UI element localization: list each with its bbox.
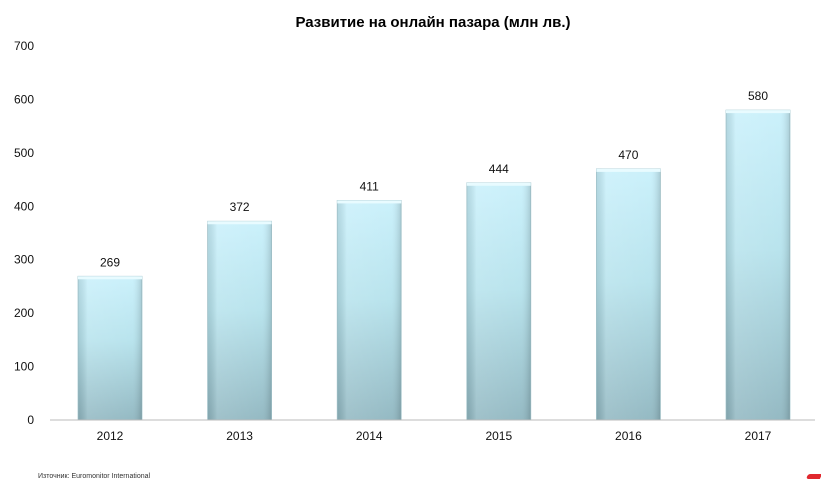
bar-shading xyxy=(726,110,790,420)
y-tick-label: 400 xyxy=(14,199,34,213)
bar-shading xyxy=(337,200,402,420)
bar-cap xyxy=(337,200,402,204)
data-labels: 269 372 411 444 470 580 xyxy=(100,89,768,269)
bar xyxy=(596,168,661,421)
y-tick-label: 600 xyxy=(14,92,34,106)
bar xyxy=(725,109,791,421)
data-label: 470 xyxy=(618,148,638,162)
bar xyxy=(77,275,143,421)
data-label: 444 xyxy=(489,162,509,176)
bar-cap xyxy=(726,110,790,114)
bar-shading xyxy=(207,221,272,420)
bar-cap xyxy=(466,182,531,186)
bar-shading xyxy=(466,182,531,420)
bar xyxy=(207,220,273,421)
y-tick-label: 0 xyxy=(27,413,34,427)
source-note: Източник: Euromonitor International xyxy=(38,473,151,480)
bars xyxy=(77,109,791,421)
data-label: 411 xyxy=(360,179,379,193)
x-tick-label: 2012 xyxy=(97,429,124,443)
x-tick-label: 2016 xyxy=(615,429,642,443)
bar xyxy=(336,200,402,421)
y-tick-label: 200 xyxy=(14,306,34,320)
bar-cap xyxy=(207,221,272,225)
x-tick-label: 2017 xyxy=(745,429,772,443)
data-label: 269 xyxy=(100,255,120,269)
bar-shading xyxy=(596,168,661,420)
y-tick-label: 300 xyxy=(14,253,34,267)
bar-cap xyxy=(78,276,142,280)
y-axis: 0 100 200 300 400 500 600 700 xyxy=(14,39,34,427)
y-tick-label: 500 xyxy=(14,146,34,160)
x-tick-label: 2013 xyxy=(226,429,253,443)
y-tick-label: 100 xyxy=(14,360,34,374)
brand-corner-mark xyxy=(805,474,821,479)
chart-title: Развитие на онлайн пазара (млн лв.) xyxy=(295,14,570,31)
bar-shading xyxy=(78,276,142,420)
data-label: 372 xyxy=(230,200,250,214)
x-axis: 2012 2013 2014 2015 2016 2017 xyxy=(97,429,772,443)
y-tick-label: 700 xyxy=(14,39,34,53)
bar-cap xyxy=(596,168,661,172)
bar xyxy=(466,182,532,421)
x-tick-label: 2014 xyxy=(356,429,383,443)
x-tick-label: 2015 xyxy=(485,429,512,443)
data-label: 580 xyxy=(748,89,768,103)
